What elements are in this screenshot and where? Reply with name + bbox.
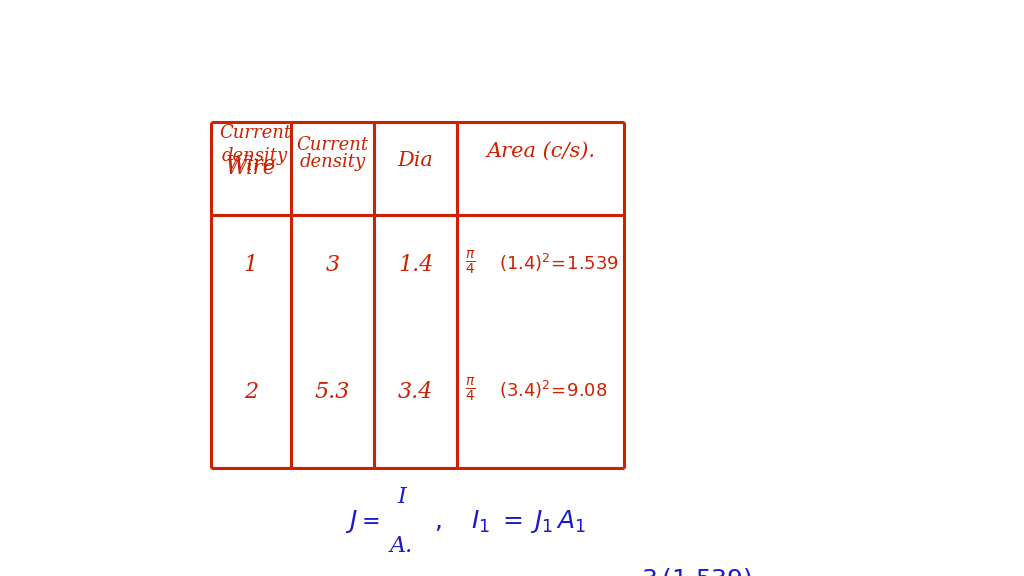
Text: 2: 2 (244, 381, 258, 403)
Text: 5.3: 5.3 (314, 381, 350, 403)
Text: A.: A. (390, 535, 414, 557)
Text: $\frac{\pi}{4}$: $\frac{\pi}{4}$ (465, 249, 476, 277)
Text: $,\quad I_1\;=\;J_1\,A_1$: $,\quad I_1\;=\;J_1\,A_1$ (433, 508, 586, 535)
Text: I: I (397, 486, 407, 508)
Text: $\frac{\pi}{4}$: $\frac{\pi}{4}$ (465, 376, 476, 404)
Text: $(1.4)^2\!=\!1.539$: $(1.4)^2\!=\!1.539$ (499, 252, 618, 274)
Text: density: density (222, 147, 288, 165)
Text: Current: Current (219, 124, 291, 142)
Text: $(3.4)^2\!=\!9.08$: $(3.4)^2\!=\!9.08$ (499, 378, 607, 401)
Text: Wire: Wire (226, 155, 276, 174)
Text: $J$: $J$ (345, 508, 358, 535)
Text: Dia: Dia (397, 150, 433, 169)
Text: density: density (299, 153, 366, 171)
Text: Current: Current (296, 135, 369, 154)
Text: 1: 1 (244, 255, 258, 276)
Text: Area (c/s).: Area (c/s). (486, 142, 595, 161)
Text: Wire: Wire (226, 160, 276, 179)
Text: 3.4: 3.4 (398, 381, 433, 403)
Text: =: = (362, 510, 381, 532)
Text: 3: 3 (326, 255, 339, 276)
Text: 1.4: 1.4 (398, 255, 433, 276)
Text: $=\;3\,(1.539)$: $=\;3\,(1.539)$ (604, 566, 753, 576)
